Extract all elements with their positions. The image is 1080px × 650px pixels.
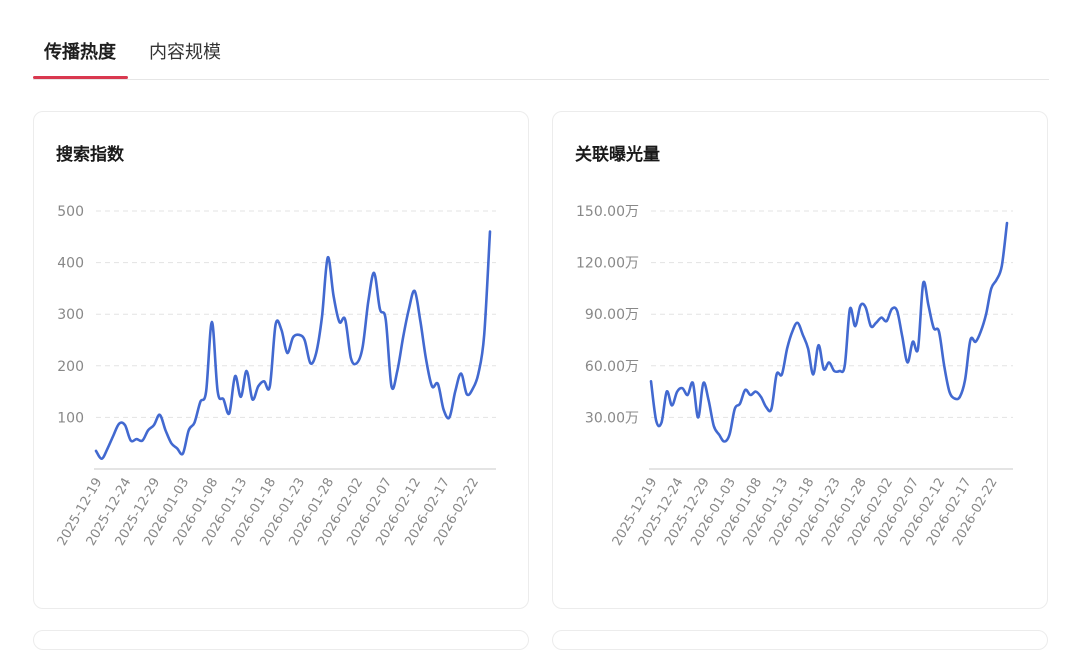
y-tick-label: 500 [57,204,84,220]
y-tick-label: 300 [57,307,84,323]
next-card-right [552,630,1048,650]
y-tick-label: 30.00万 [585,410,639,426]
active-tab-indicator [33,76,128,79]
next-card-left [33,630,529,650]
y-tick-label: 200 [57,359,84,375]
y-tick-label: 150.00万 [576,204,639,220]
y-tick-label: 60.00万 [585,359,639,375]
series-line [649,221,1009,443]
series-line [94,230,492,460]
chart-title: 搜索指数 [56,145,124,165]
search-index-card: 搜索指数 100 200 300 400 500 2025-12-19 2025-12-24… [33,111,529,609]
tab-content-scale[interactable]: 内容规模 [149,42,221,63]
exposure-chart: 30.00万60.00万90.00万120.00万150.00万2025-12-… [576,204,1013,548]
y-tick-label: 90.00万 [585,307,639,323]
tab-bar: 传播热度 内容规模 [33,0,1049,80]
exposure-card: 关联曝光量 30.00万 60.00万 90.00万 120.00万 150.00万 20… [552,111,1048,609]
search-index-chart: 1002003004005002025-12-192025-12-242025-… [55,204,496,548]
chart-title: 关联曝光量 [575,145,660,165]
y-tick-label: 120.00万 [576,256,639,272]
y-tick-label: 100 [57,410,84,426]
y-tick-label: 400 [57,256,84,272]
tab-propagation-heat[interactable]: 传播热度 [44,42,116,63]
